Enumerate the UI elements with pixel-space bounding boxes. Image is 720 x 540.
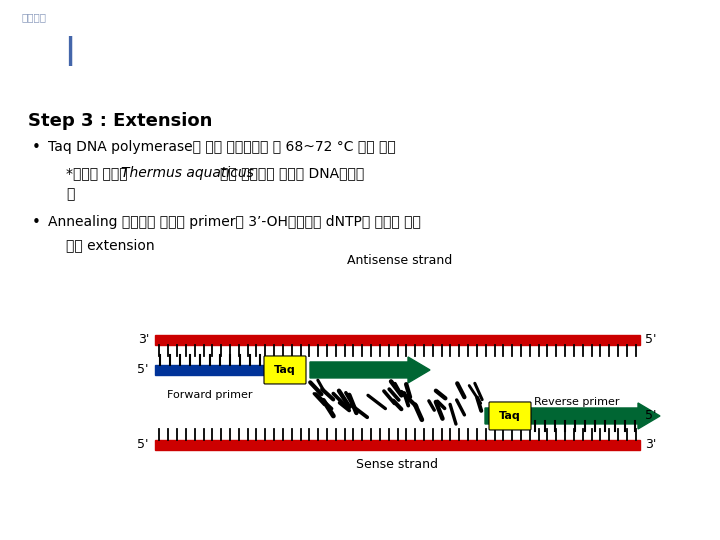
Text: Reverse primer: Reverse primer	[534, 397, 619, 407]
Text: 5': 5'	[138, 363, 149, 376]
Text: Sense strand: Sense strand	[356, 458, 438, 471]
Text: Thermus aquaticus: Thermus aquaticus	[121, 166, 253, 180]
FancyArrow shape	[310, 357, 430, 383]
Text: 5': 5'	[138, 438, 149, 451]
Text: Antisense strand: Antisense strand	[347, 254, 453, 267]
Text: Taq: Taq	[274, 365, 296, 375]
Text: 3': 3'	[645, 438, 657, 451]
Text: Introduction: Introduction	[80, 34, 292, 63]
Text: Step 3 : Extension: Step 3 : Extension	[28, 112, 212, 130]
Text: 3': 3'	[138, 334, 149, 347]
Text: •: •	[32, 140, 41, 155]
Text: 소: 소	[66, 187, 74, 201]
Text: 에서 유래하는 내열성 DNA중합효: 에서 유래하는 내열성 DNA중합효	[220, 166, 364, 180]
Text: 하여 extension: 하여 extension	[66, 238, 155, 252]
FancyBboxPatch shape	[264, 356, 306, 384]
FancyBboxPatch shape	[489, 402, 531, 430]
Text: 5': 5'	[645, 409, 657, 422]
Bar	[155, 440, 640, 450]
Bar	[155, 335, 640, 345]
Text: Annealing 단계에서 결합된 primer의 3’-OH에서부터 dNTP를 하나씩 첨가: Annealing 단계에서 결합된 primer의 3’-OH에서부터 dNT…	[48, 215, 421, 229]
Text: 계대배양: 계대배양	[22, 12, 47, 22]
Bar	[155, 365, 265, 375]
Text: Forward primer: Forward primer	[167, 390, 253, 400]
Bar	[530, 411, 640, 421]
Text: Taq: Taq	[499, 411, 521, 421]
FancyArrow shape	[485, 403, 660, 429]
Text: 5': 5'	[645, 334, 657, 347]
Text: |: |	[64, 36, 75, 66]
Text: *호열성 세균인: *호열성 세균인	[66, 166, 132, 180]
Text: 02: 02	[22, 34, 75, 63]
Text: •: •	[32, 215, 41, 230]
Text: Taq DNA polymerase의 최적 활성온도인 약 68~72 °C 에서 진행: Taq DNA polymerase의 최적 활성온도인 약 68~72 °C …	[48, 140, 396, 154]
